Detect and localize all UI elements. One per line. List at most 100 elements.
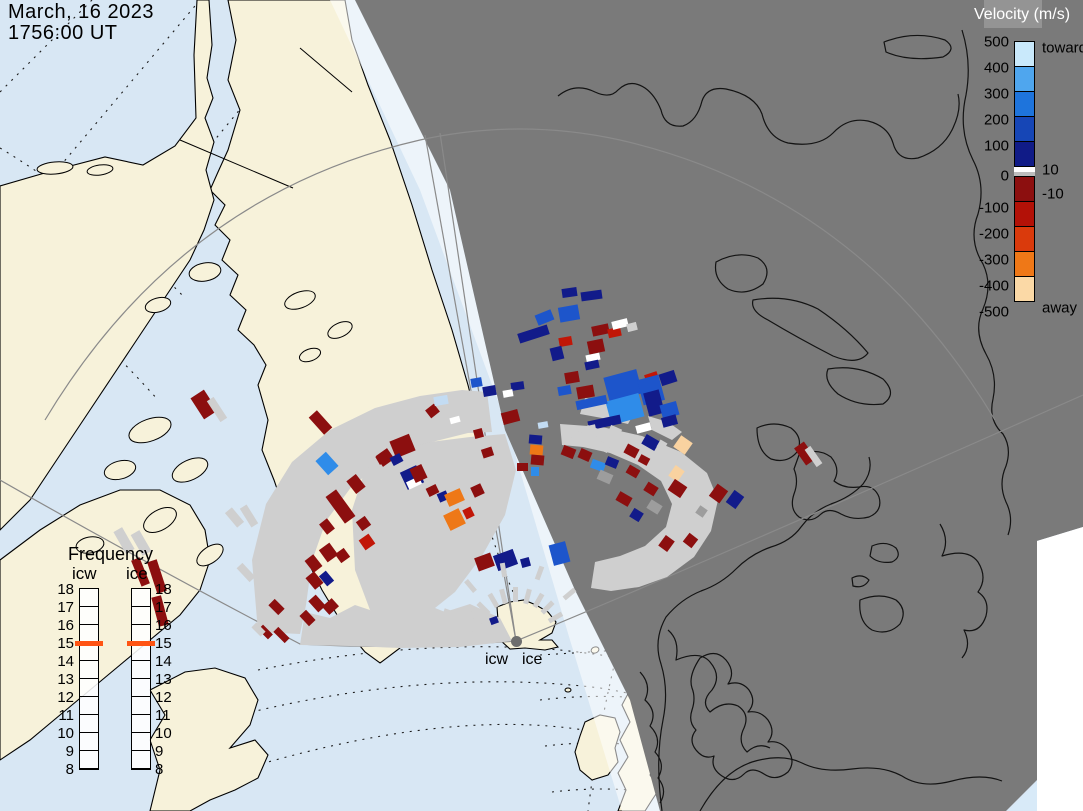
- terminator-shadow: [330, 0, 1083, 811]
- velocity-cell: [325, 489, 356, 524]
- velocity-cell: [346, 474, 366, 494]
- velocity-cell: [557, 304, 581, 323]
- velocity-cell: [449, 415, 461, 425]
- velocity-cell: [534, 565, 545, 581]
- ground-scatter-fan: [300, 600, 512, 648]
- velocity-cell: [523, 588, 532, 605]
- colorbar-segment: [1014, 41, 1035, 67]
- colorbar-segment: [1014, 167, 1035, 172]
- velocity-cell: [470, 377, 483, 388]
- velocity-cell: [549, 345, 565, 362]
- velocity-cell: [239, 504, 259, 528]
- frequency-cell: [132, 661, 150, 679]
- frequency-active-marker: [75, 641, 103, 646]
- velocity-cell: [562, 587, 577, 601]
- boundary-line: [179, 139, 294, 189]
- velocity-cell: [534, 309, 555, 326]
- velocity-cell: [577, 447, 593, 463]
- velocity-cell: [470, 483, 485, 498]
- colorbar-tick: -400: [978, 277, 1009, 295]
- velocity-cell: [487, 592, 500, 609]
- velocity-cell: [625, 464, 641, 479]
- day-landmasses: [0, 0, 661, 811]
- velocity-cell: [519, 556, 532, 569]
- velocity-cell: [557, 384, 572, 397]
- velocity-cell: [480, 446, 495, 459]
- velocity-cell: [725, 489, 745, 510]
- colorbar-tick: 0: [1000, 167, 1009, 185]
- colorbar-segment: [1014, 172, 1035, 177]
- frequency-column-icw: icw: [72, 564, 97, 583]
- radar-line: [515, 394, 1083, 642]
- frequency-tick: 8: [65, 761, 74, 778]
- time-line: 1756:00 UT: [8, 22, 118, 44]
- velocity-cell: [604, 456, 620, 469]
- colorbar-segment: [1014, 251, 1035, 277]
- frequency-column-ice: ice: [126, 564, 148, 583]
- labrador-peninsula: [149, 667, 269, 811]
- frequency-cell: [132, 589, 150, 607]
- frequency-tick: 14: [57, 653, 74, 670]
- velocity-colorbar: [1014, 41, 1035, 302]
- frequency-cell: [132, 607, 150, 625]
- velocity-cell: [584, 359, 600, 371]
- frequency-cell: [132, 697, 150, 715]
- mainland-lower-left: [0, 489, 211, 761]
- velocity-cell: [517, 463, 528, 471]
- velocity-cell: [482, 384, 497, 398]
- ground-scatter-fan: [352, 434, 516, 625]
- frequency-bar-ice: [127, 588, 155, 770]
- colorbar-tick: -300: [978, 251, 1009, 269]
- velocity-cell: [641, 433, 660, 452]
- velocity-cell: [268, 598, 285, 616]
- velocity-cell: [626, 321, 638, 333]
- radar-site-dot: [511, 636, 522, 647]
- velocity-cell: [513, 587, 518, 602]
- velocity-cell: [355, 515, 372, 532]
- boundary-line-2: [299, 47, 353, 93]
- colorbar-tick: 300: [983, 85, 1009, 103]
- frequency-cell: [132, 733, 150, 751]
- colorbar-side-label: toward: [1042, 39, 1083, 57]
- velocity-cell: [321, 598, 340, 615]
- velocity-cell: [532, 592, 545, 609]
- velocity-cell: [660, 414, 679, 428]
- colorbar-side-label: 10: [1042, 161, 1059, 179]
- arctic-islands: [36, 161, 600, 693]
- frequency-cell: [80, 697, 98, 715]
- velocity-cell: [489, 615, 499, 626]
- colorbar-segment: [1014, 141, 1035, 167]
- frequency-tick: 13: [155, 671, 172, 688]
- frequency-tick: 12: [57, 689, 74, 706]
- frequency-tick: 17: [57, 599, 74, 616]
- frequency-tick: 9: [155, 743, 164, 760]
- velocity-cell: [658, 535, 675, 552]
- velocity-cell: [635, 422, 652, 434]
- velocity-cell: [528, 434, 543, 445]
- velocity-cell: [477, 630, 489, 638]
- velocity-cell: [308, 594, 326, 613]
- colorbar-segment: [1014, 116, 1035, 142]
- frequency-cell: [80, 607, 98, 625]
- site-label-ice: ice: [522, 651, 543, 668]
- frequency-tick: 18: [155, 581, 172, 598]
- velocity-cell: [530, 454, 545, 466]
- velocity-cell: [607, 424, 623, 438]
- twilight-band: [330, 0, 660, 811]
- frequency-cell: [132, 715, 150, 733]
- velocity-legend-title: Velocity (m/s): [974, 6, 1071, 23]
- colorbar-side-label: away: [1042, 299, 1078, 317]
- frequency-cell: [80, 679, 98, 697]
- velocity-cell: [658, 369, 678, 387]
- colorbar-tick: -200: [978, 225, 1009, 243]
- velocity-cell: [629, 507, 644, 523]
- velocity-cell: [334, 547, 351, 564]
- velocity-cell: [656, 439, 668, 451]
- frequency-cell: [80, 733, 98, 751]
- velocity-cell: [468, 611, 485, 624]
- velocity-cell: [464, 579, 477, 593]
- velocity-cell: [646, 499, 663, 515]
- velocity-cell: [637, 454, 651, 466]
- frequency-cell: [132, 643, 150, 661]
- colorbar-tick: -100: [978, 199, 1009, 217]
